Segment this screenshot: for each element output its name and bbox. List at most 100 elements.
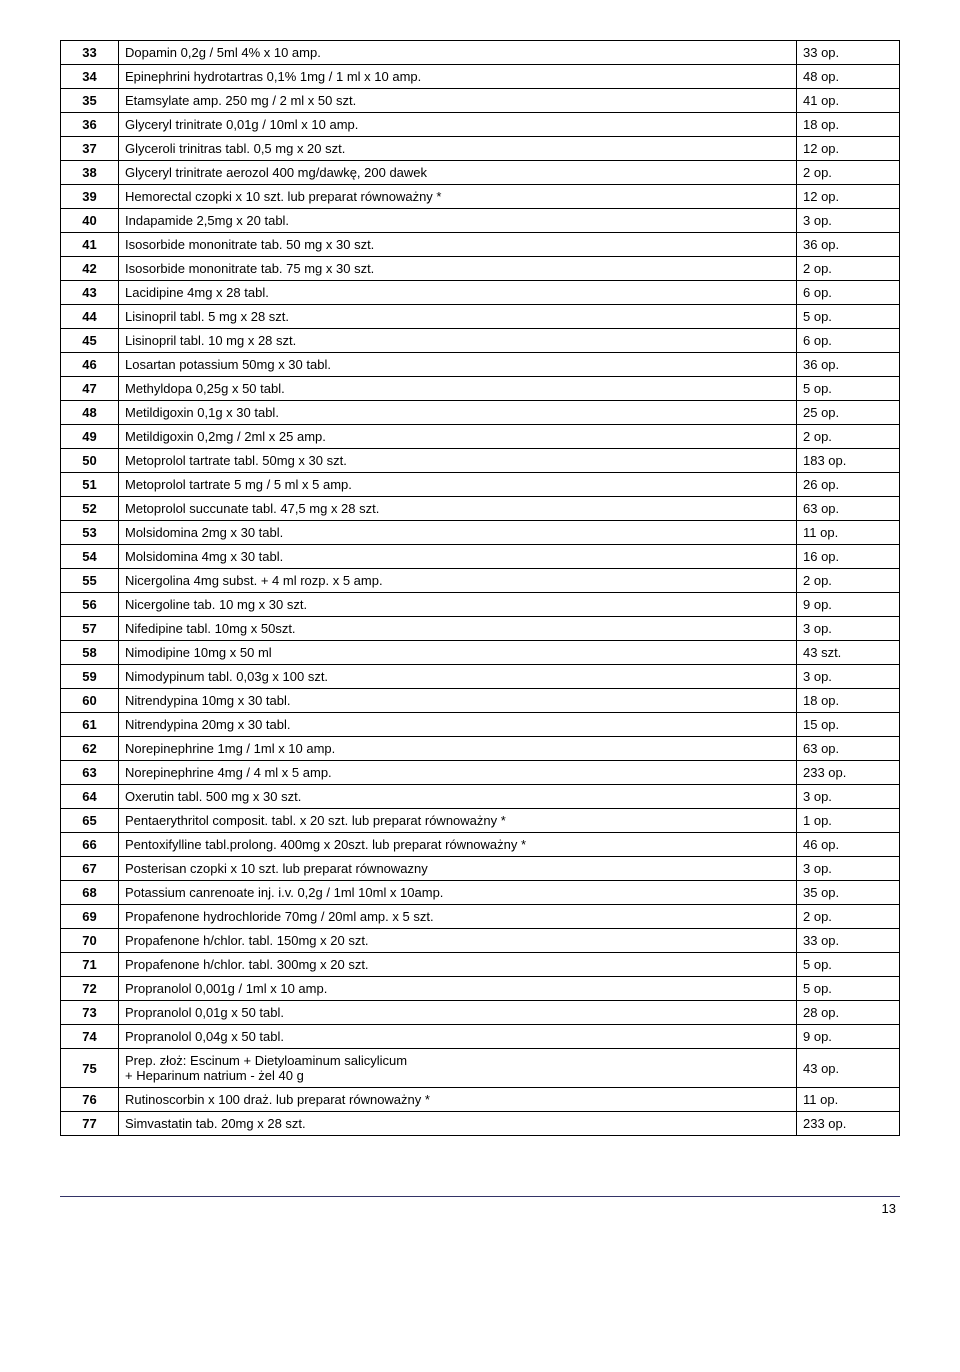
table-row: 71Propafenone h/chlor. tabl. 300mg x 20 … (61, 953, 900, 977)
table-row: 40Indapamide 2,5mg x 20 tabl.3 op. (61, 209, 900, 233)
table-row: 54Molsidomina 4mg x 30 tabl.16 op. (61, 545, 900, 569)
row-number: 50 (61, 449, 119, 473)
row-number: 60 (61, 689, 119, 713)
row-number: 34 (61, 65, 119, 89)
table-row: 36Glyceryl trinitrate 0,01g / 10ml x 10 … (61, 113, 900, 137)
row-number: 69 (61, 905, 119, 929)
row-number: 64 (61, 785, 119, 809)
table-row: 60Nitrendypina 10mg x 30 tabl.18 op. (61, 689, 900, 713)
row-quantity: 36 op. (797, 233, 900, 257)
row-description: Dopamin 0,2g / 5ml 4% x 10 amp. (119, 41, 797, 65)
row-number: 56 (61, 593, 119, 617)
row-number: 53 (61, 521, 119, 545)
row-number: 49 (61, 425, 119, 449)
row-description: Nimodipine 10mg x 50 ml (119, 641, 797, 665)
table-row: 57Nifedipine tabl. 10mg x 50szt.3 op. (61, 617, 900, 641)
row-description: Nicergoline tab. 10 mg x 30 szt. (119, 593, 797, 617)
row-description: Norepinephrine 1mg / 1ml x 10 amp. (119, 737, 797, 761)
row-number: 57 (61, 617, 119, 641)
row-description: Rutinoscorbin x 100 draż. lub preparat r… (119, 1088, 797, 1112)
row-quantity: 2 op. (797, 425, 900, 449)
row-description: Prep. złoż: Escinum + Dietyloaminum sali… (119, 1049, 797, 1088)
row-description: Metoprolol tartrate 5 mg / 5 ml x 5 amp. (119, 473, 797, 497)
table-row: 43Lacidipine 4mg x 28 tabl.6 op. (61, 281, 900, 305)
row-number: 77 (61, 1112, 119, 1136)
row-quantity: 6 op. (797, 281, 900, 305)
row-number: 43 (61, 281, 119, 305)
row-description: Pentoxifylline tabl.prolong. 400mg x 20s… (119, 833, 797, 857)
row-number: 67 (61, 857, 119, 881)
row-quantity: 26 op. (797, 473, 900, 497)
row-quantity: 12 op. (797, 137, 900, 161)
row-quantity: 12 op. (797, 185, 900, 209)
row-number: 76 (61, 1088, 119, 1112)
table-row: 63Norepinephrine 4mg / 4 ml x 5 amp.233 … (61, 761, 900, 785)
row-quantity: 33 op. (797, 929, 900, 953)
row-description: Propranolol 0,001g / 1ml x 10 amp. (119, 977, 797, 1001)
row-quantity: 5 op. (797, 305, 900, 329)
row-description: Oxerutin tabl. 500 mg x 30 szt. (119, 785, 797, 809)
footer-divider (60, 1196, 900, 1197)
table-row: 44Lisinopril tabl. 5 mg x 28 szt.5 op. (61, 305, 900, 329)
row-quantity: 63 op. (797, 497, 900, 521)
row-description: Nitrendypina 20mg x 30 tabl. (119, 713, 797, 737)
table-row: 52Metoprolol succunate tabl. 47,5 mg x 2… (61, 497, 900, 521)
row-number: 38 (61, 161, 119, 185)
row-number: 51 (61, 473, 119, 497)
row-description: Methyldopa 0,25g x 50 tabl. (119, 377, 797, 401)
row-description: Etamsylate amp. 250 mg / 2 ml x 50 szt. (119, 89, 797, 113)
table-row: 49Metildigoxin 0,2mg / 2ml x 25 amp.2 op… (61, 425, 900, 449)
row-number: 55 (61, 569, 119, 593)
row-description: Nitrendypina 10mg x 30 tabl. (119, 689, 797, 713)
row-number: 41 (61, 233, 119, 257)
row-number: 75 (61, 1049, 119, 1088)
row-description: Lisinopril tabl. 10 mg x 28 szt. (119, 329, 797, 353)
row-quantity: 2 op. (797, 569, 900, 593)
table-row: 77Simvastatin tab. 20mg x 28 szt.233 op. (61, 1112, 900, 1136)
table-row: 48Metildigoxin 0,1g x 30 tabl.25 op. (61, 401, 900, 425)
row-quantity: 3 op. (797, 665, 900, 689)
table-row: 74Propranolol 0,04g x 50 tabl.9 op. (61, 1025, 900, 1049)
row-quantity: 233 op. (797, 761, 900, 785)
row-number: 62 (61, 737, 119, 761)
row-quantity: 3 op. (797, 857, 900, 881)
row-description: Metildigoxin 0,1g x 30 tabl. (119, 401, 797, 425)
row-number: 45 (61, 329, 119, 353)
row-number: 52 (61, 497, 119, 521)
row-description: Simvastatin tab. 20mg x 28 szt. (119, 1112, 797, 1136)
row-number: 54 (61, 545, 119, 569)
row-number: 73 (61, 1001, 119, 1025)
row-quantity: 6 op. (797, 329, 900, 353)
table-row: 68Potassium canrenoate inj. i.v. 0,2g / … (61, 881, 900, 905)
row-description: Losartan potassium 50mg x 30 tabl. (119, 353, 797, 377)
row-quantity: 63 op. (797, 737, 900, 761)
row-description: Posterisan czopki x 10 szt. lub preparat… (119, 857, 797, 881)
row-number: 47 (61, 377, 119, 401)
row-number: 66 (61, 833, 119, 857)
table-row: 38Glyceryl trinitrate aerozol 400 mg/daw… (61, 161, 900, 185)
row-quantity: 18 op. (797, 113, 900, 137)
row-number: 65 (61, 809, 119, 833)
table-row: 41Isosorbide mononitrate tab. 50 mg x 30… (61, 233, 900, 257)
row-quantity: 233 op. (797, 1112, 900, 1136)
row-quantity: 9 op. (797, 1025, 900, 1049)
table-row: 70Propafenone h/chlor. tabl. 150mg x 20 … (61, 929, 900, 953)
row-number: 58 (61, 641, 119, 665)
row-quantity: 5 op. (797, 953, 900, 977)
row-number: 35 (61, 89, 119, 113)
row-description: Glyceryl trinitrate 0,01g / 10ml x 10 am… (119, 113, 797, 137)
row-quantity: 46 op. (797, 833, 900, 857)
row-description: Propranolol 0,04g x 50 tabl. (119, 1025, 797, 1049)
row-quantity: 3 op. (797, 617, 900, 641)
table-row: 73Propranolol 0,01g x 50 tabl.28 op. (61, 1001, 900, 1025)
row-number: 70 (61, 929, 119, 953)
table-row: 53Molsidomina 2mg x 30 tabl.11 op. (61, 521, 900, 545)
row-quantity: 183 op. (797, 449, 900, 473)
table-row: 62Norepinephrine 1mg / 1ml x 10 amp.63 o… (61, 737, 900, 761)
table-row: 56Nicergoline tab. 10 mg x 30 szt.9 op. (61, 593, 900, 617)
row-quantity: 36 op. (797, 353, 900, 377)
table-row: 67Posterisan czopki x 10 szt. lub prepar… (61, 857, 900, 881)
row-description: Propafenone h/chlor. tabl. 150mg x 20 sz… (119, 929, 797, 953)
table-row: 69Propafenone hydrochloride 70mg / 20ml … (61, 905, 900, 929)
table-row: 42Isosorbide mononitrate tab. 75 mg x 30… (61, 257, 900, 281)
